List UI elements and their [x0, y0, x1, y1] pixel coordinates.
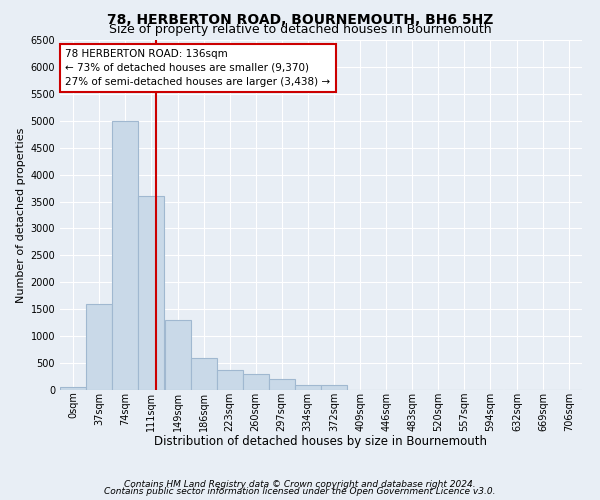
Y-axis label: Number of detached properties: Number of detached properties: [16, 128, 26, 302]
Text: Contains HM Land Registry data © Crown copyright and database right 2024.: Contains HM Land Registry data © Crown c…: [124, 480, 476, 489]
Bar: [242, 374, 269, 390]
Bar: [86, 304, 112, 390]
Bar: [164, 320, 191, 390]
Bar: [269, 379, 295, 390]
Text: Contains public sector information licensed under the Open Government Licence v3: Contains public sector information licen…: [104, 487, 496, 496]
Bar: [191, 358, 217, 390]
Bar: [295, 384, 320, 390]
Bar: [60, 388, 86, 390]
Bar: [217, 370, 242, 390]
Bar: [138, 196, 164, 390]
Text: Size of property relative to detached houses in Bournemouth: Size of property relative to detached ho…: [109, 22, 491, 36]
Text: 78 HERBERTON ROAD: 136sqm
← 73% of detached houses are smaller (9,370)
27% of se: 78 HERBERTON ROAD: 136sqm ← 73% of detac…: [65, 49, 331, 87]
X-axis label: Distribution of detached houses by size in Bournemouth: Distribution of detached houses by size …: [155, 435, 487, 448]
Bar: [322, 384, 347, 390]
Bar: [112, 121, 138, 390]
Text: 78, HERBERTON ROAD, BOURNEMOUTH, BH6 5HZ: 78, HERBERTON ROAD, BOURNEMOUTH, BH6 5HZ: [107, 12, 493, 26]
